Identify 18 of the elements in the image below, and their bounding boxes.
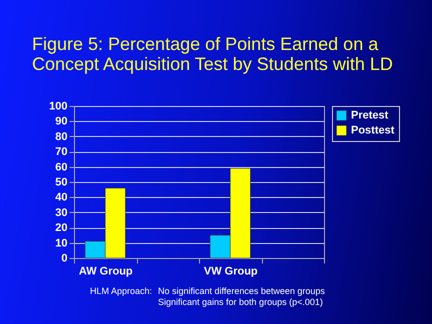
y-tick-label: 50 — [55, 176, 68, 188]
y-tick-label: 80 — [55, 130, 68, 143]
y-tick-label: 0 — [61, 252, 68, 264]
y-tick-label: 40 — [55, 192, 68, 204]
chart-title: Figure 5: Percentage of Points Earned on a Concept Acquisition Test by Students with LD — [32, 34, 393, 74]
x-tick-label: AW Group — [78, 266, 133, 278]
y-tick-label: 70 — [55, 146, 68, 158]
legend-label: Posttest — [351, 124, 395, 136]
y-tick-label: 20 — [55, 222, 68, 234]
y-tick-label: 100 — [49, 100, 68, 112]
x-tick-label: VW Group — [204, 266, 258, 278]
legend-label: Pretest — [351, 110, 389, 122]
text: No significant differences between groups Significant gains for both groups (p<.001) — [158, 286, 326, 307]
y-tick-label: 90 — [55, 116, 68, 128]
y-tick-label: 60 — [55, 161, 68, 174]
y-tick-label: 10 — [55, 237, 68, 250]
text: HLM Approach: — [90, 286, 152, 296]
y-tick-label: 30 — [55, 206, 68, 219]
